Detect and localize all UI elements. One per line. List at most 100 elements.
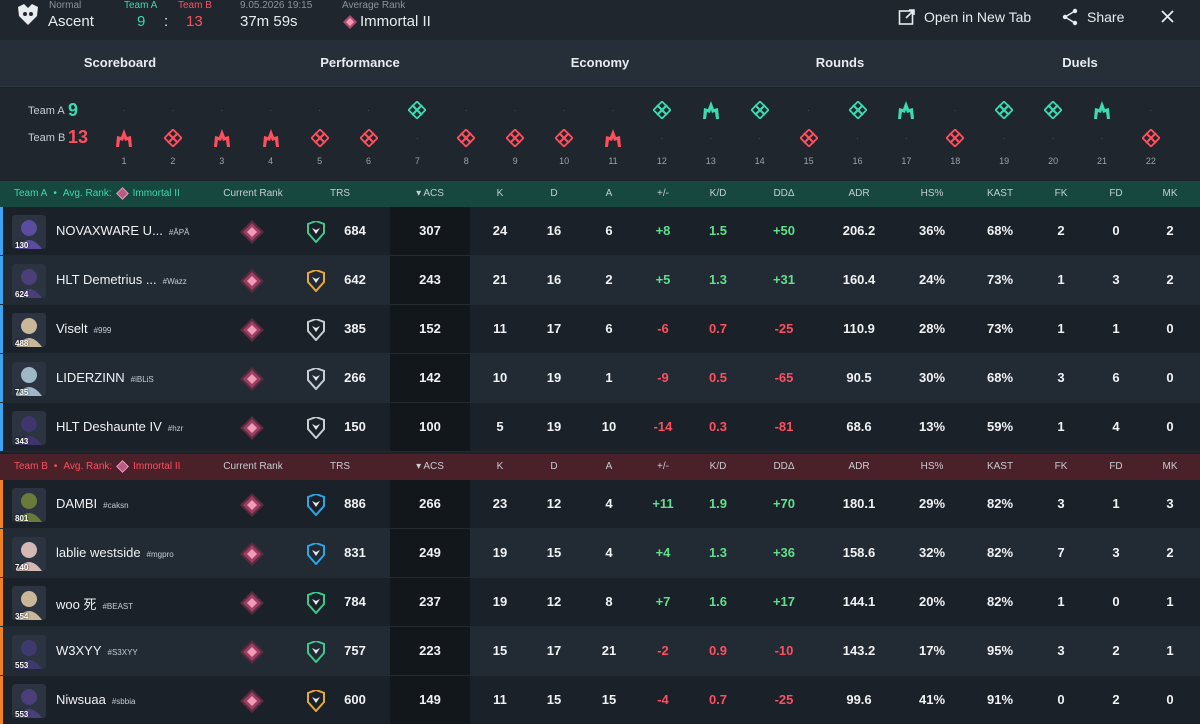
- player-name-cell[interactable]: W3XYY #S3XYY: [56, 643, 138, 658]
- pm-value: +8: [655, 223, 671, 238]
- round-column[interactable]: · 22: [1136, 88, 1166, 168]
- col-trs[interactable]: TRS: [330, 188, 350, 199]
- tab-duels[interactable]: Duels: [1062, 55, 1098, 70]
- round-number: 21: [1096, 156, 1107, 166]
- col-adr[interactable]: ADR: [848, 188, 870, 199]
- player-name-cell[interactable]: Viselt #999: [56, 321, 111, 336]
- round-column[interactable]: · 5: [305, 88, 335, 168]
- round-column[interactable]: · 2: [158, 88, 188, 168]
- tab-scoreboard[interactable]: Scoreboard: [83, 55, 157, 70]
- col-fd[interactable]: FD: [1109, 188, 1123, 199]
- player-name-cell[interactable]: woo 死 #BEAST: [56, 594, 133, 613]
- player-name-cell[interactable]: NOVAXWARE U... #ÂPÂ: [56, 223, 189, 238]
- player-name-cell[interactable]: LIDERZINN #iBLiS: [56, 370, 154, 385]
- col-kast[interactable]: KAST: [986, 188, 1014, 199]
- player-row[interactable]: 354 woo 死 #BEAST 784 237 19 12 8 +7 1.6 +17 144.1 20…: [0, 578, 1200, 627]
- round-column[interactable]: · 16: [843, 88, 873, 168]
- empty-round-dot: ·: [709, 133, 713, 143]
- round-column[interactable]: · 19: [989, 88, 1019, 168]
- empty-round-dot: ·: [464, 105, 468, 115]
- round-column[interactable]: · 18: [940, 88, 970, 168]
- round-column[interactable]: · 3: [207, 88, 237, 168]
- col-k[interactable]: K: [496, 461, 504, 472]
- player-row[interactable]: 343 HLT Deshaunte IV #hzr 150 100 5 19 10 -14 0.3…: [0, 403, 1200, 452]
- round-column[interactable]: · 4: [256, 88, 286, 168]
- player-row[interactable]: 801 DAMBI #caksn 886 266 23 12 4 +11 1.9 +70 180.1 2…: [0, 480, 1200, 529]
- hs-value: 20%: [918, 594, 946, 609]
- col-dd[interactable]: DDΔ: [773, 461, 795, 472]
- round-column[interactable]: · 8: [451, 88, 481, 168]
- col-fk[interactable]: FK: [1054, 188, 1068, 199]
- player-row[interactable]: 553 W3XYY #S3XYY 757 223 15 17 21 -2 0.9 -10 143.2 1…: [0, 627, 1200, 676]
- share-button[interactable]: Share: [1061, 7, 1124, 27]
- col-a[interactable]: A: [605, 461, 613, 472]
- round-column[interactable]: · 7: [402, 88, 432, 168]
- round-column[interactable]: · 10: [549, 88, 579, 168]
- open-new-tab-button[interactable]: Open in New Tab: [898, 7, 1031, 27]
- col-hs[interactable]: HS%: [920, 188, 944, 199]
- player-name-cell[interactable]: HLT Demetrius ... #Wazz: [56, 272, 187, 287]
- player-row[interactable]: 735 LIDERZINN #iBLiS 266 142 10 19 1 -9 0.5 -65 90.…: [0, 354, 1200, 403]
- round-column[interactable]: · 13: [696, 88, 726, 168]
- round-column[interactable]: · 6: [354, 88, 384, 168]
- col-d[interactable]: D: [550, 188, 558, 199]
- player-row[interactable]: 740 lablie westside #mgpro 831 249 19 15 4 +4 1.3…: [0, 529, 1200, 578]
- pm-value: +4: [655, 545, 671, 560]
- team-b-separator: •: [53, 461, 58, 472]
- tab-performance[interactable]: Performance: [320, 55, 400, 70]
- col-kd[interactable]: K/D: [709, 461, 727, 472]
- close-icon[interactable]: [1161, 10, 1174, 23]
- round-column[interactable]: · 14: [745, 88, 775, 168]
- col-plus-minus[interactable]: +/-: [657, 188, 669, 199]
- col-d[interactable]: D: [550, 461, 558, 472]
- player-name-cell[interactable]: lablie westside #mgpro: [56, 545, 174, 560]
- d-value: 17: [546, 321, 562, 336]
- account-level: 740: [15, 563, 29, 572]
- team-a-label: Team A: [124, 0, 158, 11]
- col-a[interactable]: A: [605, 188, 613, 199]
- acs-column-band: [390, 256, 470, 304]
- round-column[interactable]: · 11: [598, 88, 628, 168]
- round-column[interactable]: · 21: [1087, 88, 1117, 168]
- team-b-header: Team B • Avg. Rank: Immortal II Current …: [0, 454, 1200, 480]
- tab-rounds[interactable]: Rounds: [815, 55, 865, 70]
- account-level: 553: [15, 661, 29, 670]
- col-hs[interactable]: HS%: [920, 461, 944, 472]
- col-current-rank[interactable]: Current Rank: [223, 461, 283, 472]
- col-kast[interactable]: KAST: [986, 461, 1014, 472]
- player-name-cell[interactable]: HLT Deshaunte IV #hzr: [56, 419, 183, 434]
- round-column[interactable]: · 1: [109, 88, 139, 168]
- dd-value: +36: [772, 545, 796, 560]
- col-acs[interactable]: ▾ ACS: [390, 188, 470, 199]
- col-trs[interactable]: TRS: [330, 461, 350, 472]
- round-column[interactable]: · 20: [1038, 88, 1068, 168]
- col-plus-minus[interactable]: +/-: [657, 461, 669, 472]
- player-row[interactable]: 624 HLT Demetrius ... #Wazz 642 243 21 16 2 +5 1.…: [0, 256, 1200, 305]
- col-adr[interactable]: ADR: [848, 461, 870, 472]
- col-dd[interactable]: DDΔ: [773, 188, 795, 199]
- round-column[interactable]: · 15: [794, 88, 824, 168]
- kd-value: 0.7: [708, 321, 728, 336]
- col-acs[interactable]: ▾ ACS: [390, 461, 470, 472]
- account-level: 130: [15, 241, 29, 250]
- hs-value: 32%: [918, 545, 946, 560]
- round-column[interactable]: · 17: [891, 88, 921, 168]
- col-fd[interactable]: FD: [1109, 461, 1123, 472]
- col-mk[interactable]: MK: [1162, 188, 1178, 199]
- col-mk[interactable]: MK: [1162, 461, 1178, 472]
- adr-value: 158.6: [842, 545, 876, 560]
- col-kd[interactable]: K/D: [709, 188, 727, 199]
- col-k[interactable]: K: [496, 188, 504, 199]
- round-number: 8: [463, 156, 469, 166]
- player-row[interactable]: 130 NOVAXWARE U... #ÂPÂ 684 307 24 16 6 +8 1.5 +50…: [0, 207, 1200, 256]
- player-row[interactable]: 553 Niwsuaa #sbbia 600 149 11 15 15 -4 0.7 -25 99.6…: [0, 676, 1200, 724]
- player-name-cell[interactable]: DAMBI #caksn: [56, 496, 129, 511]
- empty-round-dot: ·: [904, 133, 908, 143]
- col-current-rank[interactable]: Current Rank: [223, 188, 283, 199]
- player-name-cell[interactable]: Niwsuaa #sbbia: [56, 692, 135, 707]
- round-column[interactable]: · 12: [647, 88, 677, 168]
- col-fk[interactable]: FK: [1054, 461, 1068, 472]
- round-column[interactable]: · 9: [500, 88, 530, 168]
- player-row[interactable]: 488 Viselt #999 385 152 11 17 6 -6 0.7 -25 110.9 28%…: [0, 305, 1200, 354]
- tab-economy[interactable]: Economy: [570, 55, 630, 70]
